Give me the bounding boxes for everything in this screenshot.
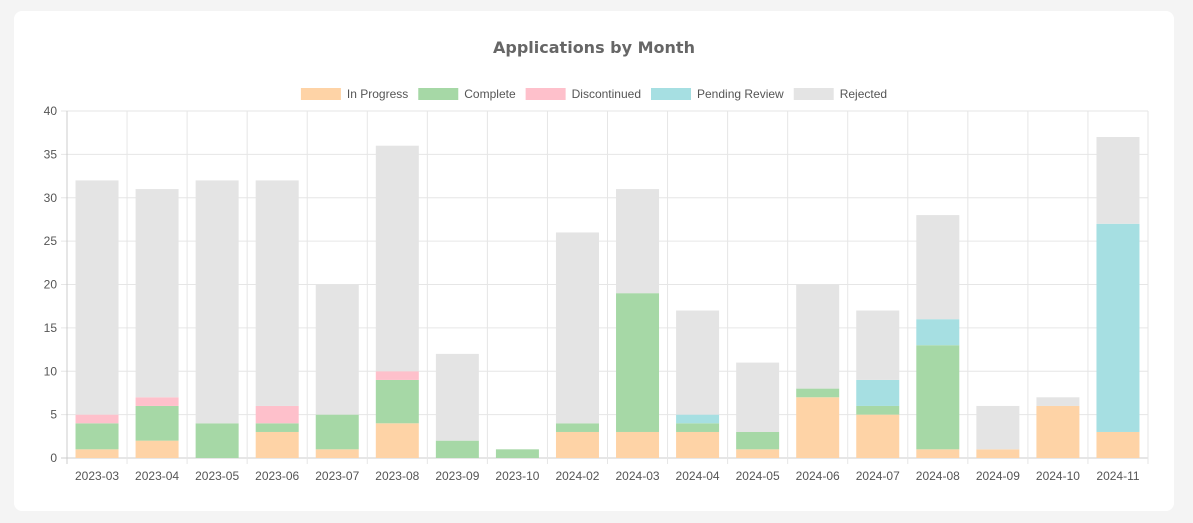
y-tick-label: 20 xyxy=(44,278,58,292)
legend-swatch[interactable] xyxy=(525,88,566,100)
bar-segment[interactable] xyxy=(135,397,179,406)
x-tick-label: 2023-08 xyxy=(375,469,419,483)
x-tick-label: 2023-03 xyxy=(75,469,119,483)
y-tick-label: 35 xyxy=(44,147,58,161)
chart-card: Applications by Month In Progress Complet… xyxy=(14,11,1174,511)
x-tick-label: 2024-05 xyxy=(736,469,780,483)
bar-segment[interactable] xyxy=(616,293,660,432)
bar-segment[interactable] xyxy=(976,449,1020,458)
bar-segment[interactable] xyxy=(676,310,720,415)
y-tick-label: 5 xyxy=(50,408,57,422)
bar-segment[interactable] xyxy=(375,379,419,424)
bar-segment[interactable] xyxy=(315,449,359,458)
legend-swatch[interactable] xyxy=(793,88,834,100)
bar-segment[interactable] xyxy=(1096,137,1140,224)
x-tick-label: 2023-06 xyxy=(255,469,299,483)
bar-segment[interactable] xyxy=(736,362,780,432)
bar-segment[interactable] xyxy=(195,423,239,458)
bar-segment[interactable] xyxy=(75,423,119,450)
bar-segment[interactable] xyxy=(435,353,479,441)
y-tick-label: 10 xyxy=(44,364,58,378)
legend: In Progress Complete Discontinued Pending R… xyxy=(300,87,887,101)
bar-segment[interactable] xyxy=(135,405,179,441)
bar-segment[interactable] xyxy=(616,431,660,458)
bar-segment[interactable] xyxy=(555,232,599,424)
x-tick-label: 2024-09 xyxy=(976,469,1020,483)
y-tick-label: 25 xyxy=(44,234,58,248)
x-tick-label: 2023-07 xyxy=(315,469,359,483)
legend-label: Complete xyxy=(464,87,516,101)
y-tick-label: 30 xyxy=(44,191,58,205)
bars xyxy=(75,137,1140,458)
bar-segment[interactable] xyxy=(676,431,720,458)
x-tick-label: 2024-06 xyxy=(796,469,840,483)
bar-segment[interactable] xyxy=(616,189,660,294)
bar-segment[interactable] xyxy=(555,431,599,458)
x-tick-label: 2023-05 xyxy=(195,469,239,483)
bar-segment[interactable] xyxy=(195,180,239,424)
x-tick-label: 2024-11 xyxy=(1096,469,1139,483)
legend-label: Rejected xyxy=(840,87,887,101)
bar-segment[interactable] xyxy=(255,180,299,406)
legend-swatch[interactable] xyxy=(651,88,691,100)
bar-segment[interactable] xyxy=(1096,431,1140,458)
x-tick-label: 2024-08 xyxy=(916,469,960,483)
bar-segment[interactable] xyxy=(75,414,119,424)
legend-swatch[interactable] xyxy=(300,88,341,100)
bar-segment[interactable] xyxy=(555,423,599,432)
x-tick-label: 2023-04 xyxy=(135,469,179,483)
bar-segment[interactable] xyxy=(435,440,479,458)
bar-segment[interactable] xyxy=(916,449,960,458)
bar-segment[interactable] xyxy=(315,284,359,415)
y-tick-label: 40 xyxy=(44,104,58,118)
bar-segment[interactable] xyxy=(856,405,900,415)
bar-segment[interactable] xyxy=(796,397,840,458)
x-tick-label: 2023-10 xyxy=(495,469,539,483)
bar-segment[interactable] xyxy=(796,284,840,389)
bar-segment[interactable] xyxy=(315,414,359,450)
bar-segment[interactable] xyxy=(375,145,419,372)
bar-segment[interactable] xyxy=(736,449,780,458)
bar-segment[interactable] xyxy=(856,379,900,406)
y-tick-label: 0 xyxy=(50,451,57,465)
legend-label: In Progress xyxy=(347,87,408,101)
bar-segment[interactable] xyxy=(676,423,720,432)
bar-segment[interactable] xyxy=(255,431,299,458)
legend-swatch[interactable] xyxy=(418,88,459,100)
bar-segment[interactable] xyxy=(736,431,780,450)
bar-segment[interactable] xyxy=(375,371,419,380)
bar-segment[interactable] xyxy=(916,215,960,320)
bar-segment[interactable] xyxy=(856,414,900,458)
bar-segment[interactable] xyxy=(135,189,179,398)
x-tick-label: 2023-09 xyxy=(435,469,479,483)
grid xyxy=(61,110,1149,464)
bar-segment[interactable] xyxy=(916,345,960,450)
legend-label: Discontinued xyxy=(572,87,641,101)
bar-segment[interactable] xyxy=(676,414,720,424)
bar-segment[interactable] xyxy=(796,388,840,398)
chart-title: Applications by Month xyxy=(493,38,695,57)
bar-segment[interactable] xyxy=(75,449,119,458)
x-tick-label: 2024-03 xyxy=(616,469,660,483)
legend-label: Pending Review xyxy=(697,87,784,101)
bar-segment[interactable] xyxy=(916,319,960,346)
bar-segment[interactable] xyxy=(976,405,1020,450)
bar-segment[interactable] xyxy=(135,440,179,458)
bar-segment[interactable] xyxy=(1036,405,1080,458)
x-tick-label: 2024-10 xyxy=(1036,469,1080,483)
bar-segment[interactable] xyxy=(1096,223,1140,432)
x-tick-label: 2024-04 xyxy=(676,469,720,483)
bar-segment[interactable] xyxy=(255,423,299,432)
axes: 0 5 10 15 20 25 30 35 40 2023-03 2023-04 2023-05 202… xyxy=(44,104,1140,483)
x-tick-label: 2024-07 xyxy=(856,469,900,483)
bar-segment[interactable] xyxy=(75,180,119,415)
bar-segment[interactable] xyxy=(856,310,900,380)
bar-segment[interactable] xyxy=(1036,397,1080,406)
bar-segment[interactable] xyxy=(255,405,299,424)
stacked-bar-chart: Applications by Month In Progress Complet… xyxy=(44,38,1149,483)
bar-segment[interactable] xyxy=(375,423,419,458)
bar-segment[interactable] xyxy=(495,449,539,458)
y-tick-label: 15 xyxy=(44,321,58,335)
x-tick-label: 2024-02 xyxy=(555,469,599,483)
